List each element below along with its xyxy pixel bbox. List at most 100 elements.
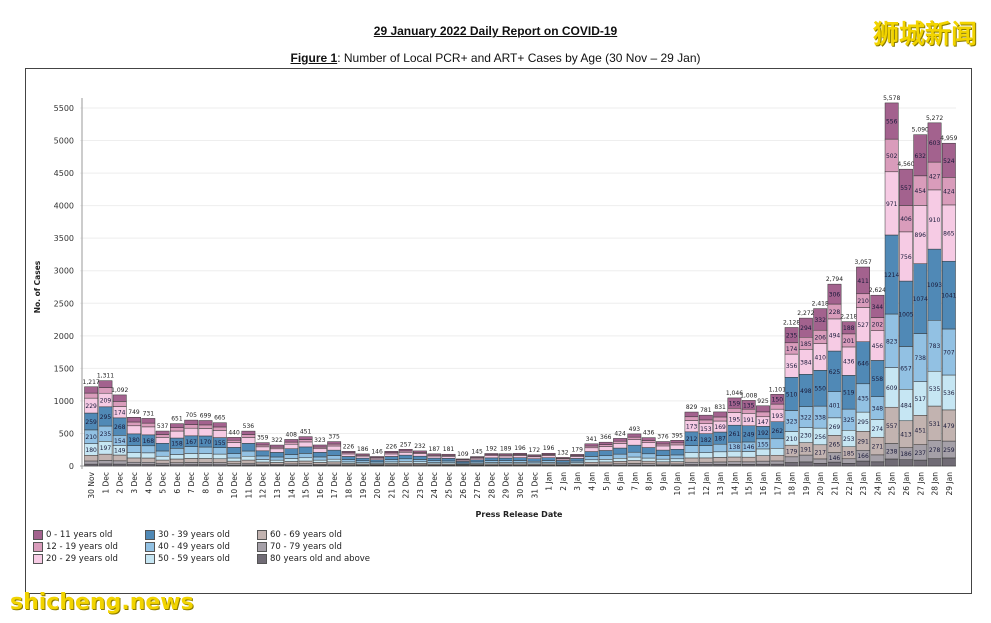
bar-segment <box>241 443 256 452</box>
bar-segment <box>498 455 513 459</box>
bar-segment <box>441 456 456 459</box>
bar-segment <box>627 456 642 461</box>
segment-value-label: 1041 <box>941 293 956 300</box>
segment-value-label: 185 <box>800 341 812 348</box>
bar-segment <box>455 458 470 460</box>
segment-value-label: 411 <box>857 278 869 285</box>
legend-swatch <box>145 530 155 540</box>
bar-segment <box>370 456 384 458</box>
bar-segment <box>598 441 613 445</box>
segment-value-label: 603 <box>929 140 941 147</box>
segment-value-label: 535 <box>929 386 941 393</box>
segment-value-label: 180 <box>85 447 97 454</box>
bar-segment <box>513 457 527 461</box>
legend-item: 60 - 69 years old <box>257 530 397 540</box>
bar-segment <box>641 440 656 443</box>
segment-value-label: 295 <box>100 414 112 421</box>
bar-segment <box>98 463 113 467</box>
bar-segment <box>470 459 485 463</box>
bar-segment <box>312 462 327 465</box>
bar-segment <box>155 437 170 444</box>
bar-segment <box>741 461 756 465</box>
bar-segment <box>570 460 585 463</box>
bar-segment <box>312 452 327 458</box>
bar-segment <box>127 416 141 423</box>
x-tick-label: 31 Dec <box>530 472 539 498</box>
bar-segment <box>255 459 270 463</box>
bar-segment <box>613 440 627 444</box>
bar-segment <box>641 447 656 455</box>
bar-segment <box>598 459 613 463</box>
bar-segment <box>870 461 885 467</box>
x-tick-label: 26 Jan <box>902 472 911 496</box>
segment-value-label: 557 <box>900 185 912 192</box>
x-tick-label: 18 Dec <box>344 472 353 498</box>
bar-total-label: 376 <box>657 434 669 441</box>
segment-value-label: 484 <box>900 403 912 410</box>
bar-segment <box>184 427 199 437</box>
bar-segment <box>598 455 613 460</box>
segment-value-label: 291 <box>857 438 869 445</box>
bar-segment <box>184 419 199 425</box>
bar-total-label: 436 <box>643 430 655 437</box>
segment-value-label: 738 <box>915 355 927 362</box>
bar-segment <box>698 457 713 463</box>
bar-total-label: 132 <box>557 449 569 456</box>
x-tick-label: 11 Dec <box>244 472 253 498</box>
bar-segment <box>513 455 527 458</box>
bar-segment <box>184 424 199 429</box>
segment-value-label: 154 <box>114 438 126 445</box>
bar-total-label: 232 <box>414 443 426 450</box>
x-tick-label: 7 Dec <box>187 472 196 494</box>
bar-segment <box>312 444 327 448</box>
x-tick-label: 12 Dec <box>259 472 268 498</box>
y-tick-label: 1500 <box>54 364 74 373</box>
segment-value-label: 294 <box>800 325 812 332</box>
bar-segment <box>112 454 127 462</box>
bar-segment <box>627 444 642 453</box>
bar-segment <box>627 439 642 446</box>
bar-total-label: 1,046 <box>726 390 743 397</box>
bar-segment <box>341 459 356 463</box>
segment-value-label: 153 <box>700 426 712 433</box>
legend-label: 50 - 59 years old <box>158 554 230 564</box>
bar-segment <box>198 462 213 465</box>
segment-value-label: 406 <box>900 216 912 223</box>
bar-segment <box>441 453 456 456</box>
bar-segment <box>384 459 399 463</box>
segment-value-label: 384 <box>800 359 812 366</box>
bar-segment <box>498 453 513 456</box>
bar-segment <box>270 452 284 458</box>
bar-segment <box>770 454 785 462</box>
x-tick-label: 28 Dec <box>487 472 496 498</box>
bar-segment <box>427 453 442 456</box>
bar-segment <box>84 386 99 394</box>
x-tick-label: 1 Dec <box>101 472 110 494</box>
segment-value-label: 556 <box>886 119 898 126</box>
x-tick-label: 17 Dec <box>330 472 339 498</box>
bar-segment <box>870 454 885 463</box>
bar-segment <box>327 443 342 447</box>
y-tick-label: 4500 <box>54 169 74 178</box>
bar-total-label: 2,218 <box>840 314 857 321</box>
bar-segment <box>856 266 870 295</box>
segment-value-label: 557 <box>886 423 898 430</box>
bar-segment <box>698 452 713 459</box>
bar-segment <box>770 403 785 410</box>
bar-total-label: 1,008 <box>740 392 757 399</box>
bar-segment <box>198 424 213 429</box>
x-tick-label: 27 Jan <box>916 472 925 496</box>
segment-value-label: 436 <box>843 359 855 366</box>
segment-value-label: 179 <box>786 448 798 455</box>
y-tick-label: 2000 <box>54 332 74 341</box>
x-tick-label: 21 Dec <box>387 472 396 498</box>
bar-segment <box>656 441 670 445</box>
segment-value-label: 348 <box>872 406 884 413</box>
bar-segment <box>112 394 127 402</box>
x-tick-label: 15 Dec <box>302 472 311 498</box>
bar-segment <box>284 454 299 459</box>
segment-value-label: 657 <box>900 365 912 372</box>
x-tick-label: 15 Jan <box>745 472 754 496</box>
x-tick-label: 23 Dec <box>416 472 425 498</box>
